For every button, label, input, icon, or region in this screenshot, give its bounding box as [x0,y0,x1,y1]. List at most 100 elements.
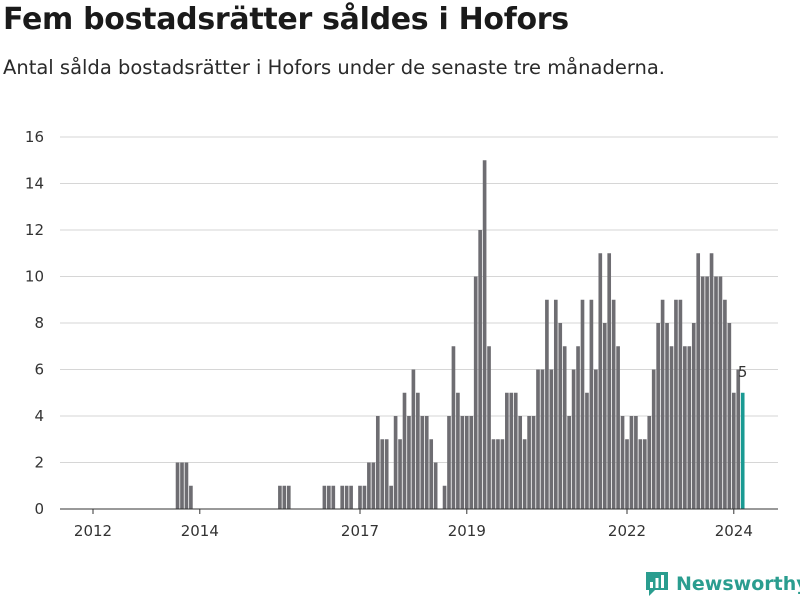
bar [594,369,598,509]
bar [736,369,741,509]
bar [433,462,438,509]
bar [482,160,487,509]
bar [647,416,652,509]
y-tick-label: 2 [34,454,44,472]
bar [456,392,460,509]
bar [473,276,478,509]
x-tick-label: 2024 [715,522,753,540]
bar [567,416,571,509]
y-tick-label: 6 [34,361,44,379]
bar [598,253,603,509]
bar [531,416,536,509]
bar [447,416,451,509]
bar [611,299,616,509]
bar [691,323,696,509]
bar [727,323,732,509]
y-tick-label: 12 [25,221,44,239]
x-tick-label: 2019 [448,522,486,540]
y-tick-label: 4 [34,407,44,425]
bar [558,323,563,509]
bar [278,485,282,509]
bar [642,439,647,509]
bar [585,392,589,509]
bar [389,485,393,509]
bar [464,416,469,509]
bar [545,299,549,509]
bar [420,416,425,509]
bar [549,369,554,509]
bar [522,439,527,509]
bar [189,485,193,509]
bar [629,416,634,509]
bar [562,346,567,509]
bar [656,323,660,509]
bar [331,485,336,509]
bar [589,299,594,509]
bar [527,416,531,509]
bar [607,253,612,509]
bar [451,346,456,509]
bar [660,299,665,509]
bar [674,299,678,509]
bar [509,392,514,509]
bar [175,462,180,509]
bar [496,439,500,509]
bar [683,346,687,509]
bar [638,439,643,509]
bar [620,416,625,509]
bar [540,369,545,509]
bar [718,276,723,509]
bar [705,276,709,509]
bar [616,346,620,509]
bar [696,253,701,509]
bar [536,369,540,509]
y-tick-label: 8 [34,314,44,332]
bar [580,299,585,509]
y-tick-label: 16 [25,128,44,146]
bar [411,369,416,509]
x-tick-label: 2014 [181,522,219,540]
bar [518,416,523,509]
bar [478,230,482,509]
bar [687,346,692,509]
bar [709,253,714,509]
x-tick-label: 2017 [341,522,379,540]
bar [700,276,705,509]
y-tick-label: 14 [25,175,44,193]
bar [282,485,287,509]
bar [322,485,327,509]
bar [571,369,576,509]
x-tick-label: 2022 [608,522,646,540]
bar [723,299,727,509]
y-tick-label: 10 [25,268,44,286]
bar [513,392,518,509]
highlight-value-label: 5 [738,363,748,381]
bar [553,299,558,509]
bar [500,439,505,509]
newsworthy-logo-icon [646,572,668,596]
bar [416,392,420,509]
y-tick-label: 0 [34,500,44,518]
bar [286,485,291,509]
bar [429,439,434,509]
bar [393,416,398,509]
bar [651,369,656,509]
bar [424,416,429,509]
bar [469,416,474,509]
bar [491,439,496,509]
bar [180,462,184,509]
bar [367,462,371,509]
bar [625,439,629,509]
bar [398,439,402,509]
bar [402,392,407,509]
bar [380,439,385,509]
bar [371,462,376,509]
bar [460,416,465,509]
bar [714,276,718,509]
bar [340,485,345,509]
bar [407,416,411,509]
x-tick-label: 2012 [74,522,112,540]
bar [184,462,189,509]
bar [576,346,580,509]
